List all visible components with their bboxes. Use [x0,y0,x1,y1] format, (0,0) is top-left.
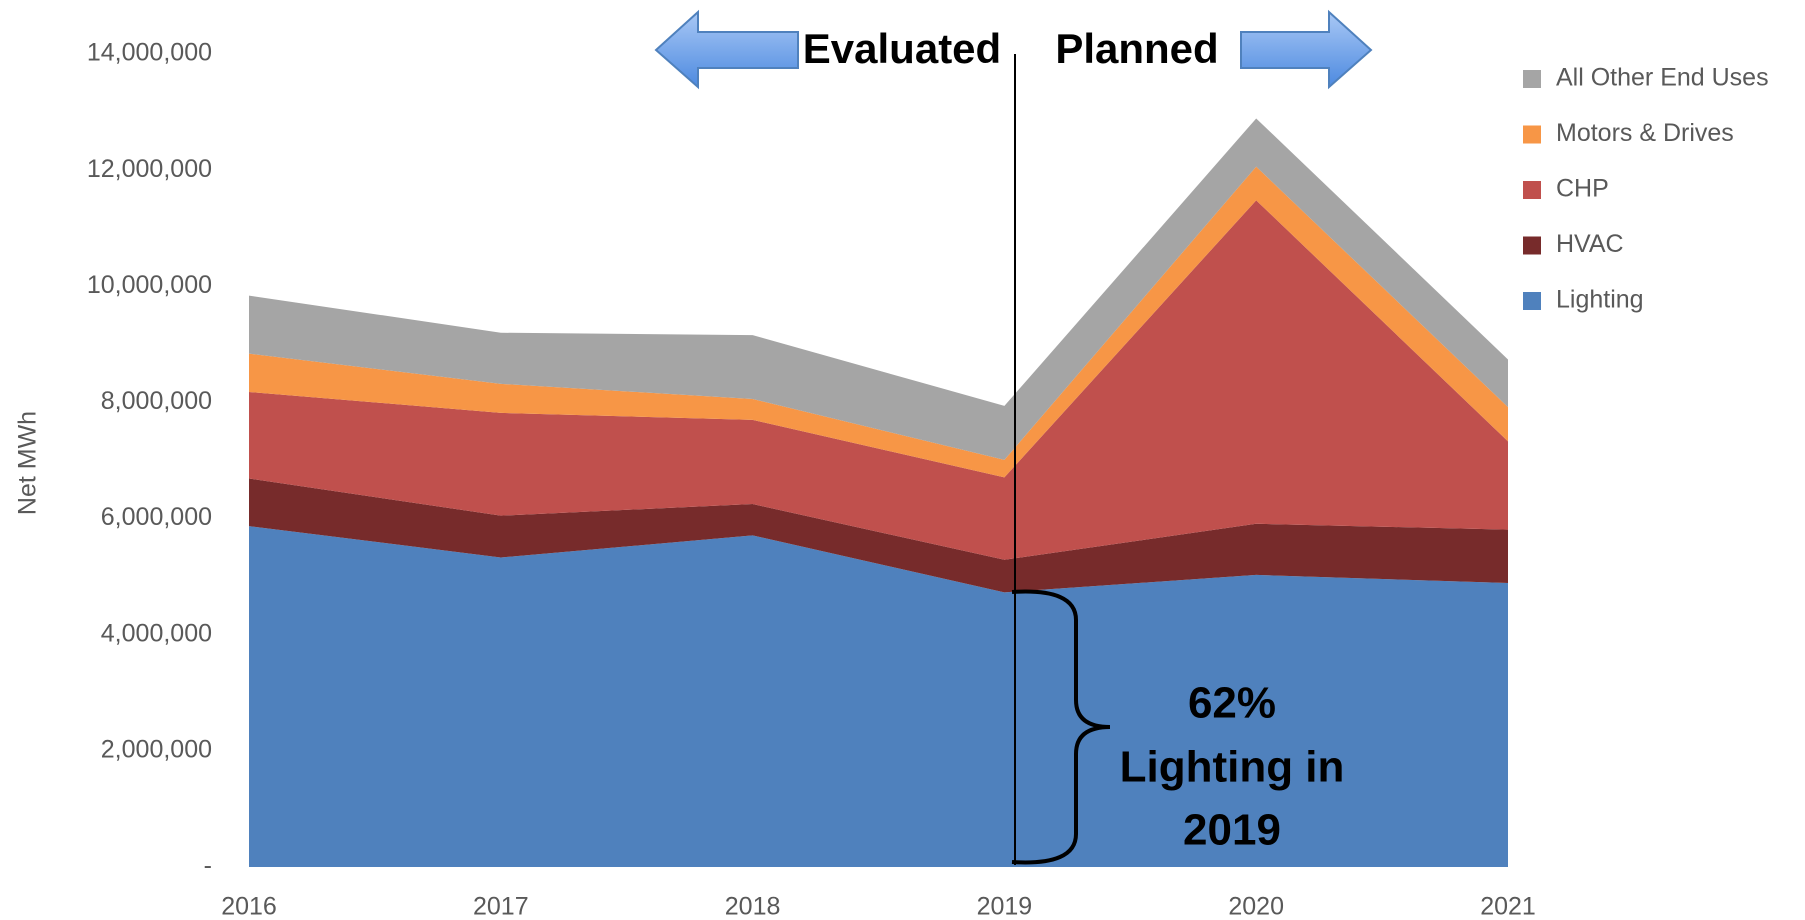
right-arrow [1240,9,1373,90]
x-tick-label: 2016 [221,893,277,920]
x-tick-label: 2017 [473,893,529,920]
legend-label: HVAC [1556,230,1624,258]
area [249,200,1508,560]
legend-label: Lighting [1556,286,1644,314]
area [249,526,1508,867]
y-tick-label: 12,000,000 [87,155,212,183]
y-axis-label: Net MWh [14,411,42,515]
y-tick-label: 4,000,000 [101,619,212,647]
legend-swatch [1523,236,1541,255]
area [249,166,1508,478]
note-line: 62% [1188,679,1276,728]
left-arrow [654,9,799,90]
y-tick-label: 14,000,000 [87,39,212,67]
legend-label: CHP [1556,175,1609,203]
legend-swatch [1523,70,1541,88]
brace [1011,589,1111,865]
y-tick-label: 10,000,000 [87,271,212,299]
note-line: Lighting in [1120,743,1345,792]
y-tick-label: 2,000,000 [101,735,212,763]
x-tick-label: 2019 [977,893,1033,920]
x-tick-label: 2020 [1228,893,1284,920]
note-line: 2019 [1183,806,1281,855]
y-tick-label: 8,000,000 [101,387,212,415]
x-tick-label: 2021 [1480,893,1536,920]
y-tick-label: - [204,852,212,880]
legend-label: All Other End Uses [1556,64,1769,92]
evaluated-label: Evaluated [803,25,1001,72]
legend-label: Motors & Drives [1556,119,1734,147]
legend-swatch [1523,125,1541,144]
plot-area [249,118,1508,867]
y-tick-label: 6,000,000 [101,503,212,531]
x-tick-label: 2018 [725,893,781,920]
legend-swatch [1523,181,1541,199]
area [249,118,1508,460]
area [249,478,1508,593]
planned-label: Planned [1055,25,1218,72]
legend-swatch [1523,292,1541,310]
